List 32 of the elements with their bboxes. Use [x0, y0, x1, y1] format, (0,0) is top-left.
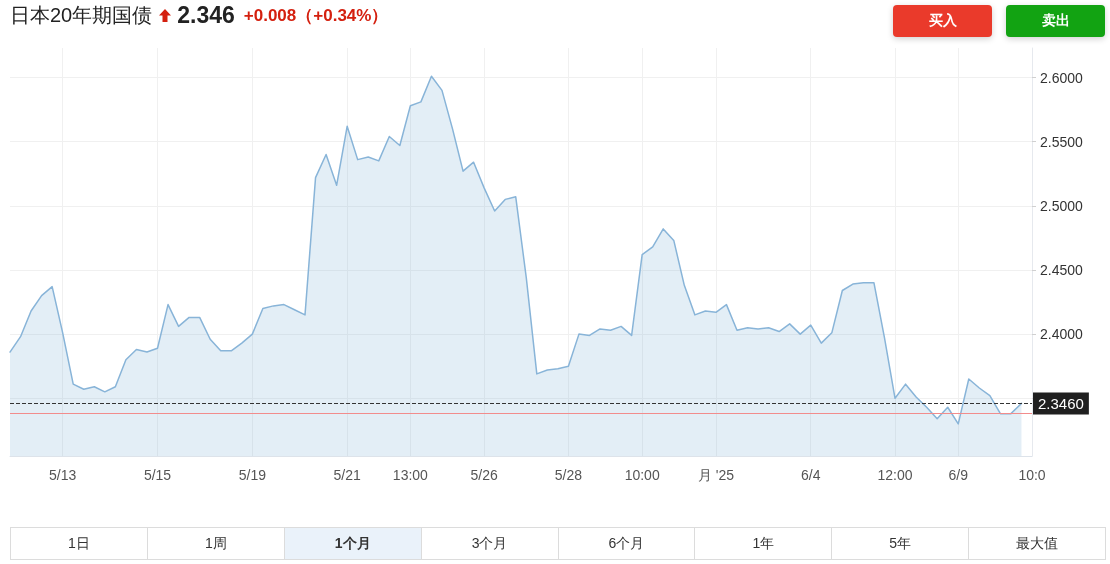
- x-tick-label: 5/19: [238, 467, 267, 483]
- x-tick-label: 月 '25: [697, 467, 735, 483]
- x-tick-label: 12:00: [877, 467, 913, 483]
- y-tick-label: 2.5000: [1040, 197, 1084, 214]
- x-tick-label: 5/26: [470, 467, 498, 483]
- x-tick-label: 6/4: [801, 467, 821, 483]
- y-tick-label: 2.4000: [1040, 326, 1084, 343]
- time-range-tab: 3个月: [420, 527, 559, 560]
- x-tick-label: 5/21: [333, 467, 361, 483]
- chart-subtitle: 2.346: [177, 1, 235, 29]
- time-range-tab: 1年: [694, 527, 833, 560]
- y-tick-label: 2.5500: [1040, 133, 1084, 150]
- ref-line-label: 2.3460: [1038, 394, 1084, 412]
- x-tick-label: 5/15: [143, 467, 172, 483]
- sell-button: 卖出: [1006, 5, 1105, 37]
- x-tick-label: 10:0: [1018, 467, 1046, 483]
- x-tick-label: 5/13: [49, 467, 77, 483]
- text: +0.008（+0.34%）: [243, 4, 389, 27]
- y-tick-label: 2.6000: [1040, 69, 1084, 86]
- x-tick-label: 10:00: [624, 467, 660, 483]
- time-range-tab: 6个月: [557, 527, 696, 560]
- x-tick-label: 13:00: [392, 467, 429, 483]
- buy-button: 买入: [893, 5, 992, 37]
- time-range-tab: 1个月: [283, 527, 422, 560]
- y-tick-label: 2.4500: [1040, 261, 1084, 278]
- time-range-tab: 5年: [831, 527, 970, 560]
- time-range-tab: 最大值: [968, 527, 1106, 560]
- time-range-tab: 1日: [10, 527, 148, 560]
- chart-title: 日本20年期国债: [10, 2, 153, 28]
- x-tick-label: 5/28: [554, 467, 583, 483]
- time-range-tab: 1周: [146, 527, 285, 560]
- x-tick-label: 6/9: [948, 467, 969, 483]
